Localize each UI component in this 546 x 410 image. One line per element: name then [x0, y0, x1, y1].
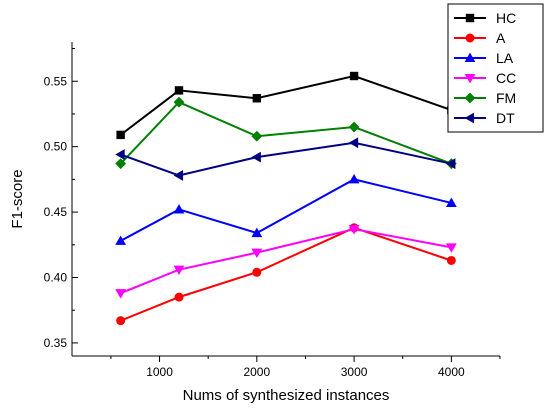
legend-marker: [464, 52, 476, 63]
data-point: [173, 96, 185, 108]
series-line: [120, 228, 452, 295]
x-tick-label: 2000: [243, 365, 270, 379]
legend-item-cc: CC: [454, 70, 516, 86]
series-cc: [115, 225, 457, 299]
y-axis-label: F1-score: [9, 169, 26, 228]
y-tick-label: 0.55: [44, 74, 68, 88]
x-tick-label: 4000: [438, 365, 465, 379]
data-point: [348, 173, 360, 184]
y-tick-label: 0.40: [44, 271, 68, 285]
data-point: [116, 316, 126, 326]
y-tick-label: 0.45: [44, 205, 68, 219]
legend-label: A: [496, 30, 506, 46]
legend-item-la: LA: [454, 50, 514, 66]
legend-item-hc: HC: [454, 10, 516, 26]
x-axis-label: Nums of synthesized instances: [183, 387, 390, 404]
series-line: [120, 74, 452, 136]
data-point: [251, 151, 261, 163]
axes: 0.35 0.40 0.45 0.50 0.55 1000 2000 3000 4000: [44, 42, 501, 379]
legend-marker: [464, 73, 476, 84]
series-layer: [115, 71, 457, 326]
data-point: [251, 130, 263, 142]
data-point: [115, 289, 127, 299]
series-line: [119, 100, 452, 165]
y-tick-label: 0.50: [44, 140, 68, 154]
data-point: [174, 292, 184, 302]
data-point: [174, 86, 184, 95]
data-point: [115, 235, 127, 245]
x-tick-label: 1000: [146, 365, 173, 379]
y-tick-label: 0.35: [44, 336, 68, 350]
series-line: [120, 141, 452, 177]
data-point: [445, 158, 456, 170]
data-point: [446, 255, 456, 265]
data-point: [173, 265, 185, 276]
data-point: [173, 170, 184, 181]
data-point: [251, 227, 263, 238]
data-point: [349, 71, 359, 81]
data-point: [252, 267, 262, 277]
legend-label: LA: [496, 50, 514, 66]
x-tick-label: 3000: [341, 365, 368, 379]
data-point: [116, 130, 125, 140]
legend-label: CC: [496, 70, 516, 86]
series-dt: [115, 137, 456, 181]
legend-item-dt: DT: [454, 110, 515, 126]
legend-item-fm: FM: [454, 90, 516, 106]
data-point: [251, 248, 263, 259]
series-hc: [116, 71, 456, 140]
legend-item-a: A: [454, 30, 506, 46]
data-point: [115, 158, 127, 170]
data-point: [348, 121, 360, 133]
series-line: [120, 178, 452, 242]
legend-label: HC: [496, 10, 516, 26]
data-point: [115, 149, 125, 160]
series-fm: [115, 96, 457, 170]
data-point: [445, 243, 457, 253]
legend-label: DT: [496, 110, 515, 126]
legend-marker: [465, 13, 475, 23]
legend-marker: [464, 92, 476, 104]
data-point: [348, 225, 360, 235]
legend-marker: [465, 33, 475, 43]
data-point: [445, 197, 457, 207]
series-la: [115, 173, 457, 245]
legend-label: FM: [496, 90, 516, 106]
data-point: [252, 94, 262, 103]
legend-marker: [464, 112, 475, 124]
data-point: [173, 204, 185, 214]
legend-box: [447, 3, 544, 133]
data-point: [348, 137, 359, 149]
legend: HC A LA CC FM DT: [447, 3, 544, 133]
